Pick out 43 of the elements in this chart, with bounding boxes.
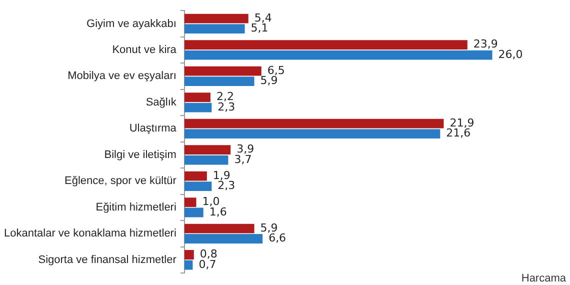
y-tick-label: Mobilya ve ev eşyaları: [68, 70, 176, 82]
y-tick-label: Sigorta ve finansal hizmetler: [38, 254, 177, 266]
data-label: 26,0: [498, 48, 523, 61]
bar: [184, 129, 440, 139]
bar: [184, 14, 248, 24]
data-label: 5,1: [250, 22, 268, 35]
bar: [184, 145, 231, 155]
y-tick-label: Sağlık: [146, 96, 177, 108]
data-label: 6,5: [267, 64, 285, 77]
bar: [184, 155, 228, 165]
data-label: 1,9: [212, 168, 230, 182]
bar: [184, 40, 468, 50]
bar: [184, 50, 492, 60]
bar: [184, 250, 194, 260]
y-tick-label: Ulaştırma: [129, 122, 178, 135]
bar: [184, 234, 263, 244]
data-label: 5,4: [254, 11, 272, 24]
data-label: 5,9: [260, 221, 278, 234]
data-label: 21,6: [446, 126, 471, 140]
bar: [184, 171, 207, 181]
data-label: 23,9: [473, 38, 498, 51]
bar: [184, 208, 204, 218]
bar: [184, 92, 210, 102]
y-tick-label: Konut ve kira: [112, 44, 178, 56]
bar: [184, 76, 254, 86]
bar: [184, 24, 245, 34]
text: Harcama: [521, 272, 567, 285]
data-label: 21,9: [450, 116, 474, 130]
y-tick-label: Bilgi ve iletişim: [104, 148, 176, 161]
data-label: 5,9: [260, 74, 278, 88]
bar: [184, 118, 444, 128]
y-tick-label: Lokantalar ve konaklama hizmetleri: [4, 228, 176, 240]
bar: [184, 260, 193, 270]
y-tick-label: Eğitim hizmetleri: [96, 201, 176, 214]
bar: [184, 224, 254, 234]
bar: [184, 102, 212, 112]
bar: [184, 66, 262, 76]
bar: [184, 182, 212, 191]
bar: [184, 198, 196, 207]
y-tick-label: Eğlence, spor ve kültür: [64, 175, 177, 188]
y-tick-label: Giyim ve ayakkabı: [86, 18, 176, 30]
data-label: 2,3: [218, 179, 236, 192]
data-label: 6,6: [268, 232, 286, 245]
